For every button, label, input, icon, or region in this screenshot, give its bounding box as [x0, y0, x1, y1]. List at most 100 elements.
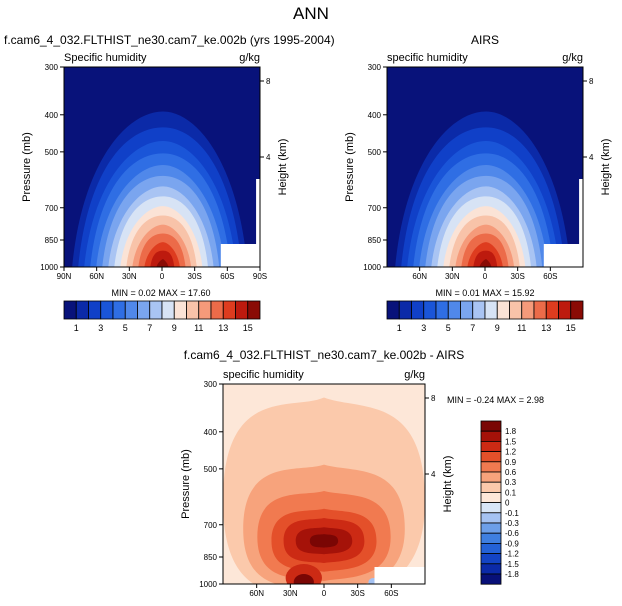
colorbar-1: 1 3 5 7 9 11 13 15 [63, 300, 261, 333]
colorbar-tick-label: 1 [397, 323, 402, 333]
colorbar-tick-label: 9 [495, 323, 500, 333]
x-tick-label: 0 [160, 272, 165, 281]
colorbar-swatch [533, 300, 547, 320]
colorbar-swatch [480, 522, 502, 534]
x-tick-label: 0 [322, 589, 327, 598]
colorbar-swatch [210, 300, 224, 320]
colorbar-swatch [173, 300, 187, 320]
colorbar-swatch [75, 300, 89, 320]
panel-title: f.cam6_4_032.FLTHIST_ne30.cam7_ke.002b -… [184, 348, 465, 362]
y2-axis-title: Height (km) [277, 139, 289, 196]
x-tick-label: 90S [253, 272, 267, 281]
colorbar-tick-label: 1 [74, 323, 79, 333]
panel-variable-label: Specific humidity [64, 52, 147, 64]
chart-panel-2: 300 400 500 700 850 1000 8 4 60N 30N 0 30S 60S Pressu… [344, 52, 612, 281]
colorbar-swatch [386, 300, 400, 320]
colorbar-tick-label: -0.3 [505, 519, 519, 528]
x-tick-label: 60S [220, 272, 234, 281]
missing-data-patch [374, 567, 425, 584]
colorbar-swatch [558, 300, 572, 320]
colorbar-swatch [484, 300, 498, 320]
colorbar-swatch [480, 553, 502, 565]
y-tick-label: 850 [368, 236, 382, 245]
y-tick-label: 1000 [40, 263, 58, 272]
colorbar-swatch [480, 491, 502, 503]
y-tick-label: 1000 [363, 263, 381, 272]
y-axis-title: Pressure (mb) [344, 132, 356, 202]
colorbar-swatch [480, 543, 502, 555]
x-tick-label: 0 [483, 272, 488, 281]
missing-data-patch [220, 244, 260, 267]
x-tick-label: 30N [122, 272, 137, 281]
colorbar-tick-label: 1.5 [505, 437, 517, 446]
colorbar-swatch [161, 300, 175, 320]
x-tick-label: 30N [445, 272, 460, 281]
contour-field [387, 67, 583, 267]
colorbar-swatch [480, 430, 502, 442]
colorbar-swatch [472, 300, 486, 320]
colorbar-swatch [186, 300, 200, 320]
colorbar-swatch [63, 300, 77, 320]
y2-tick-label: 4 [266, 153, 271, 162]
colorbar-tick-label: 13 [218, 323, 228, 333]
y2-axis-title: Height (km) [600, 139, 612, 196]
y2-tick-label: 4 [589, 153, 594, 162]
colorbar-swatch [247, 300, 261, 320]
colorbar-tick-label: 5 [446, 323, 451, 333]
page-title: ANN [293, 4, 329, 23]
panel-title: f.cam6_4_032.FLTHIST_ne30.cam7_ke.002b (… [4, 33, 335, 47]
colorbar-swatch [398, 300, 412, 320]
contour-field [223, 384, 425, 584]
x-tick-label: 60N [89, 272, 104, 281]
y-tick-label: 850 [45, 236, 59, 245]
colorbar-2: 1 3 5 7 9 11 13 15 [386, 300, 584, 333]
colorbar-swatch [88, 300, 102, 320]
colorbar-tick-label: 13 [541, 323, 551, 333]
colorbar-tick-label: 1.8 [505, 427, 517, 436]
y-tick-label: 400 [45, 111, 59, 120]
colorbar-swatch [137, 300, 151, 320]
panel-variable-label: specific humidity [387, 52, 468, 64]
colorbar-tick-label: 15 [243, 323, 253, 333]
colorbar-tick-label: 0.9 [505, 458, 517, 467]
y-axis-title: Pressure (mb) [21, 132, 33, 202]
y2-tick-label: 4 [431, 470, 436, 479]
colorbar-swatch [112, 300, 126, 320]
colorbar-swatch [222, 300, 236, 320]
chart-panel-1: 300 400 500 700 850 1000 8 4 90N 60N 30N 0 30S 60S 90S… [21, 52, 289, 281]
y-tick-label: 700 [45, 204, 59, 213]
y-tick-label: 400 [204, 428, 218, 437]
y2-tick-label: 8 [266, 77, 271, 86]
x-tick-label: 30S [188, 272, 202, 281]
y-tick-label: 700 [204, 521, 218, 530]
min-max-stats: MIN = 0.02 MAX = 17.60 [111, 288, 210, 298]
colorbar-tick-label: 9 [172, 323, 177, 333]
x-tick-label: 30S [511, 272, 525, 281]
colorbar-swatch [496, 300, 510, 320]
colorbar-swatch [480, 451, 502, 463]
panel-units-label: g/kg [404, 369, 425, 381]
colorbar-swatch [480, 461, 502, 473]
colorbar-swatch [480, 420, 502, 432]
colorbar-tick-label: -0.1 [505, 509, 519, 518]
y2-tick-label: 8 [431, 394, 436, 403]
colorbar-tick-label: 3 [98, 323, 103, 333]
panel-variable-label: specific humidity [223, 369, 304, 381]
colorbar-swatch [545, 300, 559, 320]
colorbar-tick-label: -1.2 [505, 550, 519, 559]
y-tick-label: 500 [204, 465, 218, 474]
colorbar-tick-label: -1.8 [505, 570, 519, 579]
panel-units-label: g/kg [562, 52, 583, 64]
chart-panel-3: 300 400 500 700 850 1000 8 4 60N 30N 0 30S 60S Pressu… [180, 369, 454, 598]
colorbar-swatch [480, 573, 502, 585]
colorbar-swatch [570, 300, 584, 320]
x-tick-label: 30S [351, 589, 365, 598]
colorbar-swatch [435, 300, 449, 320]
y2-axis-title: Height (km) [442, 456, 454, 513]
colorbar-tick-label: 5 [123, 323, 128, 333]
colorbar-swatch [149, 300, 163, 320]
panel-title: AIRS [471, 33, 499, 47]
x-tick-label: 60S [543, 272, 557, 281]
contour-field [64, 67, 260, 267]
